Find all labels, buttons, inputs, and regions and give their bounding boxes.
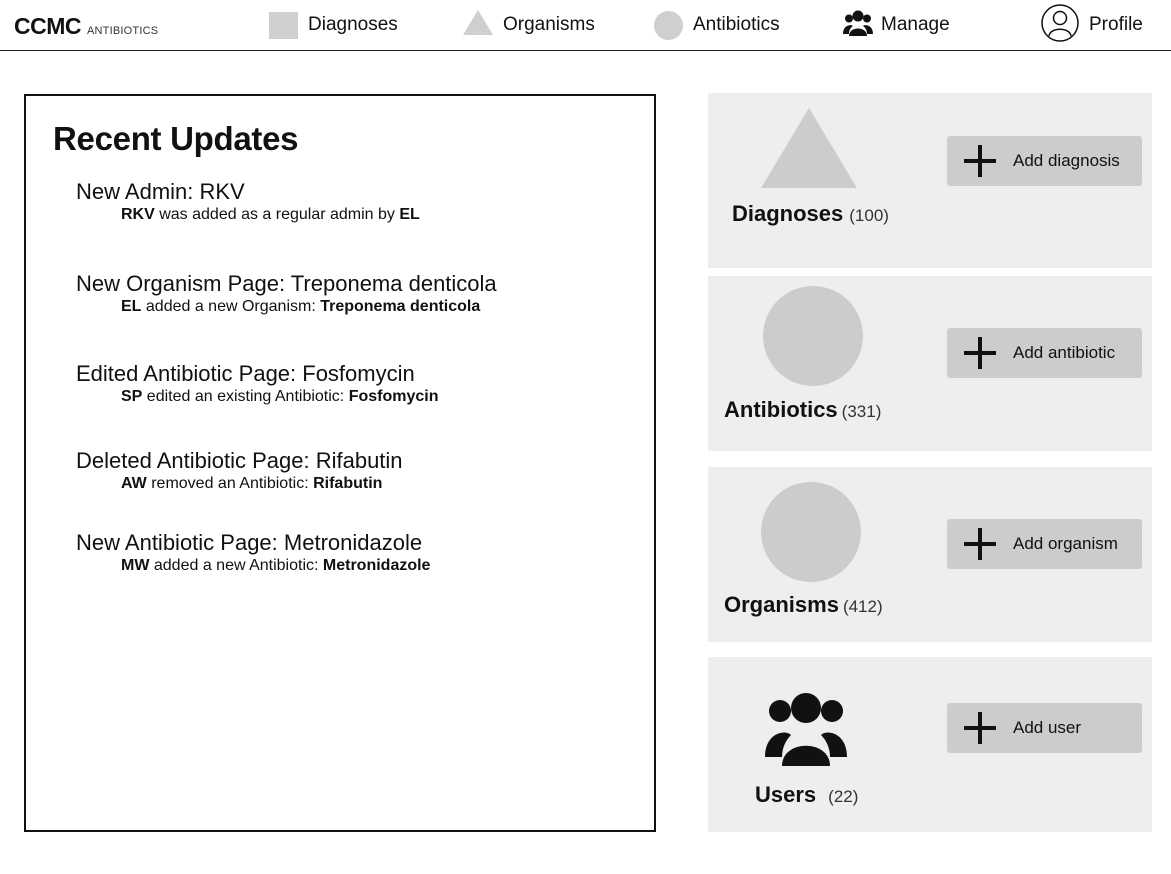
nav-diagnoses-label: Diagnoses [308,14,398,35]
add-antibiotic-label: Add antibiotic [1013,343,1116,362]
update-actor: EL [121,298,142,315]
brand-logo[interactable]: CCMC ANTIBIOTICS [14,13,158,40]
antibiotics-card-label: Antibiotics (331) [724,397,881,423]
users-card-label: Users (22) [755,782,858,808]
update-title: New Admin: RKV [76,179,245,204]
update-actor: RKV [121,206,155,223]
card-count: (331) [841,402,882,421]
update-item[interactable]: New Organism Page: Treponema denticola E… [76,271,497,317]
circle-icon [763,286,863,386]
profile-icon [1041,3,1079,47]
update-description: AW removed an Antibiotic: Rifabutin [121,474,403,494]
card-name: Users [755,782,817,807]
diagnoses-card[interactable]: Diagnoses (100) Add diagnosis [708,93,1152,268]
plus-icon [964,145,996,177]
update-target: Treponema denticola [320,298,481,315]
update-text: added a new Antibiotic: [149,557,323,574]
add-user-label: Add user [1013,718,1082,737]
plus-icon [964,528,996,560]
plus-icon [964,712,996,744]
nav-organisms[interactable]: Organisms [463,0,595,50]
update-item[interactable]: New Admin: RKV RKV was added as a regula… [76,179,420,225]
circle-icon [761,482,861,582]
card-name: Organisms [724,592,839,617]
organisms-card-label: Organisms (412) [724,592,883,618]
update-description: RKV was added as a regular admin by EL [121,205,420,225]
update-title: New Organism Page: Treponema denticola [76,271,497,296]
brand-name: CCMC [14,13,82,39]
update-text: was added as a regular admin by [154,206,400,223]
update-text: removed an Antibiotic: [146,475,314,492]
update-text: added a new Organism: [141,298,321,315]
diagnoses-card-label: Diagnoses (100) [732,201,889,227]
recent-updates-title: Recent Updates [53,120,299,157]
update-description: SP edited an existing Antibiotic: Fosfom… [121,387,439,407]
update-item[interactable]: New Antibiotic Page: Metronidazole MW ad… [76,530,430,576]
add-organism-button[interactable]: Add organism [947,519,1142,569]
card-name: Antibiotics [724,397,838,422]
card-name: Diagnoses [732,201,844,226]
add-diagnosis-button[interactable]: Add diagnosis [947,136,1142,186]
nav-antibiotics[interactable]: Antibiotics [654,0,780,50]
card-count: (100) [849,206,889,225]
update-title: Deleted Antibiotic Page: Rifabutin [76,448,403,473]
nav-manage-label: Manage [881,14,950,35]
add-diagnosis-label: Add diagnosis [1013,151,1120,170]
card-count: (22) [828,787,859,806]
update-description: MW added a new Antibiotic: Metronidazole [121,556,430,576]
organisms-card[interactable]: Organisms (412) Add organism [708,467,1152,642]
update-item[interactable]: Edited Antibiotic Page: Fosfomycin SP ed… [76,361,439,407]
update-text: edited an existing Antibiotic: [142,388,349,405]
triangle-icon [463,9,493,35]
nav-manage[interactable]: Manage [843,0,950,50]
triangle-icon [761,108,857,188]
circle-icon [654,10,683,40]
update-title: Edited Antibiotic Page: Fosfomycin [76,361,415,386]
update-actor: MW [121,557,150,574]
add-user-button[interactable]: Add user [947,703,1142,753]
users-icon [843,9,873,42]
update-description: EL added a new Organism: Treponema denti… [121,297,497,317]
update-target: Rifabutin [313,475,383,492]
nav-organisms-label: Organisms [503,14,595,35]
update-target: Metronidazole [322,557,431,574]
add-organism-label: Add organism [1013,534,1118,553]
brand-subtitle: ANTIBIOTICS [87,25,159,37]
nav-profile-label: Profile [1089,14,1143,35]
users-card[interactable]: Users (22) Add user [708,657,1152,832]
update-target: EL [399,206,420,223]
update-target: Fosfomycin [348,388,439,405]
update-title: New Antibiotic Page: Metronidazole [76,530,423,555]
users-icon [765,689,847,772]
nav-antibiotics-label: Antibiotics [693,14,780,35]
nav-diagnoses[interactable]: Diagnoses [269,0,398,50]
update-actor: AW [121,475,147,492]
plus-icon [964,337,996,369]
update-actor: SP [121,388,143,405]
add-antibiotic-button[interactable]: Add antibiotic [947,328,1142,378]
recent-updates-panel: Recent Updates New Admin: RKV RKV was ad… [24,94,656,832]
update-item[interactable]: Deleted Antibiotic Page: Rifabutin AW re… [76,448,403,494]
top-navigation-bar: CCMC ANTIBIOTICS Diagnoses Organisms Ant… [0,0,1171,51]
card-count: (412) [842,597,883,616]
nav-profile[interactable]: Profile [1041,0,1143,50]
antibiotics-card[interactable]: Antibiotics (331) Add antibiotic [708,276,1152,451]
square-icon [269,11,298,39]
